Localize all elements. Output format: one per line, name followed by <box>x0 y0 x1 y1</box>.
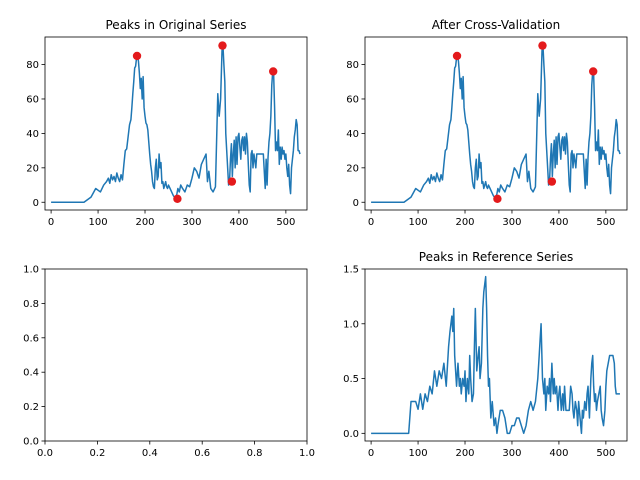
axes-frame <box>44 36 308 211</box>
subplot-reference-series: Peaks in Reference Series 0 100 200 300 400 50… <box>343 250 628 459</box>
peak-marker <box>227 177 237 186</box>
x-tick-label: 300 <box>502 448 521 459</box>
chart-title: After Cross-Validation <box>432 18 560 32</box>
x-tick-label: 200 <box>455 448 474 459</box>
x-tick-label: 0 <box>368 217 374 228</box>
axes-frame <box>364 268 628 442</box>
x-tick-label: 0.6 <box>194 448 210 459</box>
x-tick-label: 0.2 <box>89 448 105 459</box>
peak-marker <box>493 194 502 204</box>
x-tick-label: 0.8 <box>247 448 263 459</box>
y-tick-label: 0.8 <box>23 299 39 310</box>
y-tick-label: 1.0 <box>343 319 359 330</box>
y-tick-label: 60 <box>26 94 39 105</box>
y-tick-label: 0 <box>33 198 39 209</box>
y-tick-label: 0.4 <box>23 368 39 379</box>
y-tick-label: 40 <box>346 129 359 140</box>
peak-marker <box>268 67 278 76</box>
x-tick-label: 500 <box>276 217 295 228</box>
y-tick-label: 40 <box>26 129 39 140</box>
y-tick-label: 0.6 <box>23 333 39 344</box>
x-tick-label: 500 <box>596 448 615 459</box>
x-tick-label: 200 <box>455 217 474 228</box>
y-tick-label: 1.0 <box>23 265 39 276</box>
y-tick-label: 0.2 <box>23 402 39 413</box>
series-line <box>51 44 301 203</box>
x-tick-label: 100 <box>409 217 428 228</box>
y-tick-label: 0.0 <box>343 429 359 440</box>
peak-marker <box>132 51 142 61</box>
y-tick-label: 80 <box>26 60 39 71</box>
x-tick-label: 1.0 <box>299 448 315 459</box>
axes-frame <box>364 36 628 211</box>
y-tick-label: 0 <box>353 198 359 209</box>
x-tick-label: 0 <box>368 448 374 459</box>
x-tick-label: 0.4 <box>142 448 158 459</box>
peak-marker <box>538 41 547 50</box>
series-line <box>371 275 620 435</box>
axes-frame <box>44 268 308 442</box>
x-tick-label: 500 <box>596 217 615 228</box>
y-tick-label: 1.5 <box>343 265 359 276</box>
y-tick-label: 20 <box>26 163 39 174</box>
x-tick-label: 0 <box>48 217 54 228</box>
chart-title: Peaks in Original Series <box>106 18 247 32</box>
subplot-after-cross-validation: After Cross-Validation 0 100 200 300 400 500 0 2… <box>346 18 628 228</box>
peak-marker <box>173 194 182 204</box>
chart-title: Peaks in Reference Series <box>419 250 573 264</box>
peak-marker <box>218 41 227 50</box>
x-tick-label: 300 <box>502 217 521 228</box>
x-tick-label: 100 <box>89 217 108 228</box>
x-tick-label: 400 <box>229 217 248 228</box>
y-tick-label: 0.0 <box>23 437 39 448</box>
y-tick-label: 60 <box>346 94 359 105</box>
x-tick-label: 200 <box>135 217 154 228</box>
x-tick-label: 300 <box>182 217 201 228</box>
peak-marker <box>452 51 462 61</box>
x-tick-label: 400 <box>549 448 568 459</box>
x-tick-label: 100 <box>409 448 428 459</box>
subplot-empty: 0.0 0.2 0.4 0.6 0.8 1.0 0.0 0.2 0.4 0.6 0.8 1.0 <box>23 265 315 460</box>
peak-marker <box>547 177 557 186</box>
x-tick-label: 0.0 <box>37 448 53 459</box>
series-line <box>371 44 621 203</box>
y-tick-label: 20 <box>346 163 359 174</box>
peak-marker <box>588 67 598 76</box>
y-tick-label: 80 <box>346 60 359 71</box>
y-tick-label: 0.5 <box>343 374 359 385</box>
x-tick-label: 400 <box>549 217 568 228</box>
